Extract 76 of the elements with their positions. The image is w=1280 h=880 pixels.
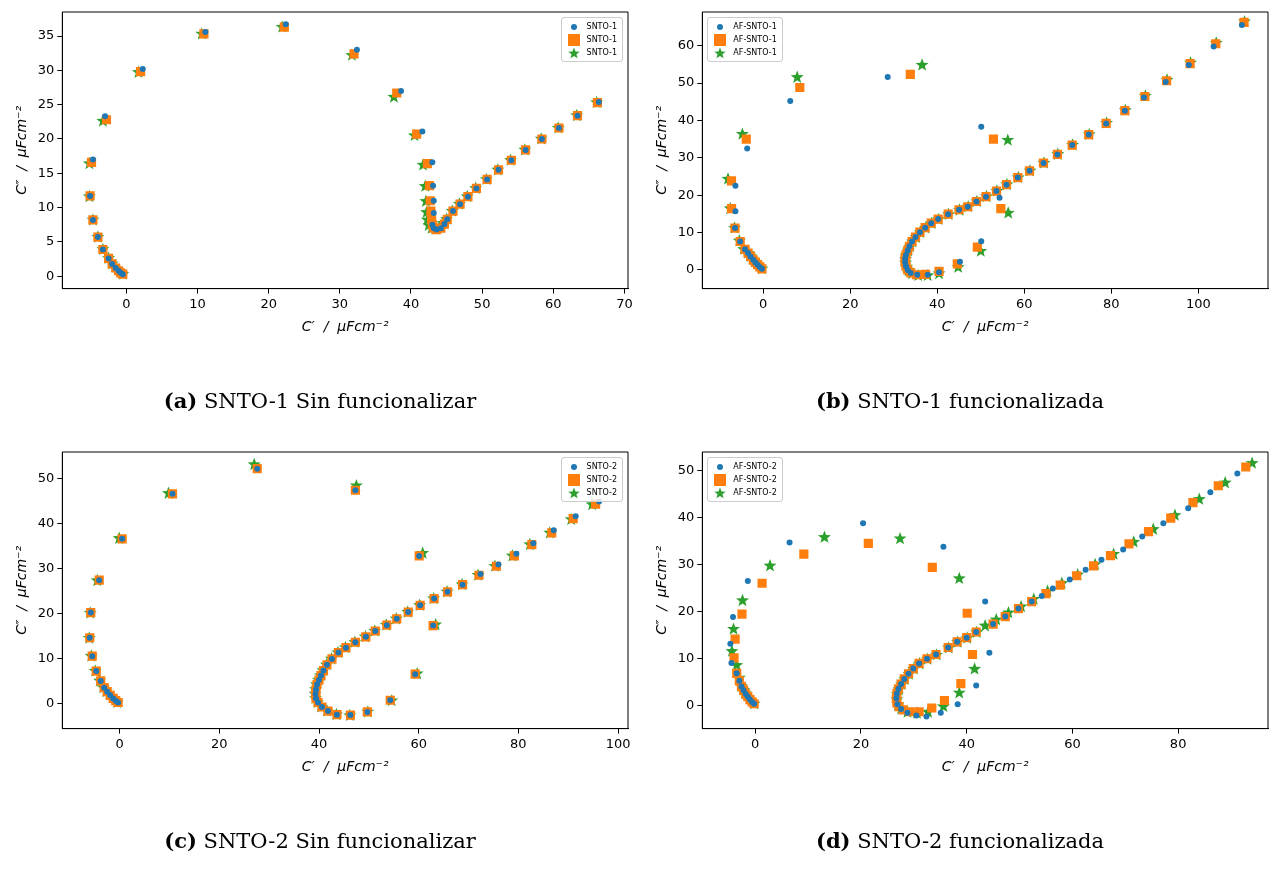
y-tick-label: 50 <box>37 470 55 486</box>
y-tick-label: 0 <box>46 267 55 283</box>
y-tick-label: 30 <box>37 560 55 576</box>
x-tick-label: 0 <box>115 735 124 751</box>
x-tick-label: 100 <box>1185 295 1211 311</box>
y-tick-label: 20 <box>677 186 695 202</box>
y-tick-label: 40 <box>677 111 695 127</box>
y-tick-label: 0 <box>686 696 695 712</box>
y-tick-label: 10 <box>37 650 55 666</box>
text: (d) SNTO-2 funcionalizada <box>814 828 1106 853</box>
text: (a) SNTO-1 Sin funcionalizar <box>162 388 478 413</box>
x-axis-title: C′ / μFcm⁻² <box>301 758 389 775</box>
x-tick-label: 80 <box>1169 735 1187 751</box>
x-axis-title: C′ / μFcm⁻² <box>301 318 389 335</box>
x-tick-label: 100 <box>605 735 631 751</box>
x-tick-label: 30 <box>331 295 349 311</box>
y-tick-label: 20 <box>677 602 695 618</box>
x-tick-label: 60 <box>410 735 427 751</box>
x-tick-label: 40 <box>310 735 328 751</box>
y-tick-label: 30 <box>37 61 55 77</box>
x-tick-label: 80 <box>1103 295 1120 311</box>
y-axis-title: C″ / μFcm⁻² <box>13 545 30 635</box>
y-tick-label: 30 <box>677 555 695 571</box>
x-tick-label: 40 <box>402 295 420 311</box>
x-tick-label: 0 <box>759 295 768 311</box>
x-tick-label: 0 <box>751 735 760 751</box>
y-tick-label: 30 <box>677 149 695 165</box>
y-tick-label: 0 <box>686 261 695 277</box>
y-tick-label: 5 <box>46 233 55 249</box>
y-tick-label: 40 <box>677 509 695 525</box>
legend-label: AF-SNTO-1 <box>733 47 777 59</box>
y-tick-label: 10 <box>677 223 695 239</box>
y-tick-label: 35 <box>37 27 55 43</box>
x-tick-label: 20 <box>852 735 870 751</box>
x-tick-label: 60 <box>545 295 562 311</box>
y-tick-label: 10 <box>37 198 55 214</box>
x-tick-label: 40 <box>929 295 946 311</box>
y-tick-label: 50 <box>677 74 695 90</box>
y-tick-label: 10 <box>677 649 695 665</box>
x-tick-label: 0 <box>122 295 131 311</box>
x-axis-title: C′ / μFcm⁻² <box>941 318 1029 335</box>
y-tick-label: 25 <box>37 96 55 112</box>
x-tick-label: 60 <box>1064 735 1081 751</box>
y-tick-label: 40 <box>37 515 55 531</box>
legend-label: AF-SNTO-2 <box>733 474 777 486</box>
legend-label: SNTO-1 <box>586 34 617 46</box>
legend-label: AF-SNTO-2 <box>733 461 777 473</box>
legend-label: AF-SNTO-1 <box>733 21 777 33</box>
text: (b) SNTO-1 funcionalizada <box>814 388 1106 413</box>
y-tick-label: 0 <box>46 695 55 711</box>
x-tick-label: 10 <box>189 295 206 311</box>
y-tick-label: 60 <box>677 37 695 53</box>
text: (c) SNTO-2 Sin funcionalizar <box>163 828 477 853</box>
x-tick-label: 20 <box>260 295 277 311</box>
y-axis-title: C″ / μFcm⁻² <box>653 105 670 195</box>
x-tick-label: 40 <box>958 735 975 751</box>
x-tick-label: 70 <box>616 295 633 311</box>
x-tick-label: 50 <box>473 295 491 311</box>
legend-label: SNTO-2 <box>586 461 617 473</box>
y-axis-title: C″ / μFcm⁻² <box>13 105 30 195</box>
x-tick-label: 20 <box>211 735 228 751</box>
x-tick-label: 60 <box>1016 295 1033 311</box>
y-tick-label: 20 <box>37 130 55 146</box>
y-tick-label: 50 <box>677 462 695 478</box>
legend-label: AF-SNTO-1 <box>733 34 777 46</box>
x-axis-title: C′ / μFcm⁻² <box>941 758 1029 775</box>
y-tick-label: 20 <box>37 605 55 621</box>
y-tick-label: 15 <box>37 164 55 180</box>
legend-label: SNTO-1 <box>586 21 617 33</box>
x-tick-label: 80 <box>510 735 527 751</box>
y-axis-title: C″ / μFcm⁻² <box>653 545 670 635</box>
legend-label: SNTO-2 <box>586 474 617 486</box>
x-tick-label: 20 <box>842 295 859 311</box>
legend-label: SNTO-1 <box>586 47 617 59</box>
legend-label: SNTO-2 <box>586 487 617 499</box>
legend-label: AF-SNTO-2 <box>733 487 777 499</box>
